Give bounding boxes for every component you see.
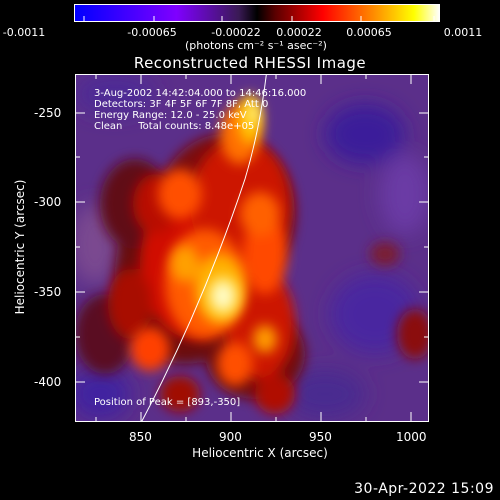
info-detectors: Detectors: 3F 4F 5F 6F 7F 8F, Att 0 [94,99,269,110]
colorbar-tick-label: -0.00022 [211,26,261,39]
x-tick-label: 950 [309,430,332,444]
colorbar-gradient [74,4,440,22]
plot-title: Reconstructed RHESSI Image [133,54,367,72]
info-time-range: 3-Aug-2002 14:42:04.000 to 14:46:16.000 [94,88,307,99]
x-tick-label: 900 [219,430,242,444]
x-axis-label: Heliocentric X (arcsec) [192,446,328,460]
colorbar-tick-label: 0.00065 [346,26,392,39]
info-peak-position: Position of Peak = [893,-350] [94,397,241,408]
image-canvas [75,74,429,422]
y-axis-label: Heliocentric Y (arcsec) [13,179,27,315]
timestamp: 30-Apr-2022 15:09 [354,481,494,497]
colorbar [74,4,440,22]
colorbar-tick-label: 0.00022 [276,26,322,39]
x-tick-label: 1000 [396,430,427,444]
info-energy-range: Energy Range: 12.0 - 25.0 keV [94,110,247,121]
colorbar-tick-label: -0.0011 [2,26,46,39]
y-tick-label: -300 [34,195,62,209]
colorbar-unit-label: (photons cm⁻² s⁻¹ asec⁻²) [185,39,327,52]
y-tick-label: -350 [34,285,62,299]
y-tick-label: -400 [34,375,62,389]
colorbar-tick-label: -0.00065 [127,26,177,39]
x-tick-label: 850 [129,430,152,444]
colorbar-tick-label: 0.0011 [443,26,483,39]
info-clean-counts: Clean Total counts: 8.48e+05 [94,121,255,132]
y-tick-label: -250 [34,106,62,120]
rhessi-image-plot [75,74,429,422]
